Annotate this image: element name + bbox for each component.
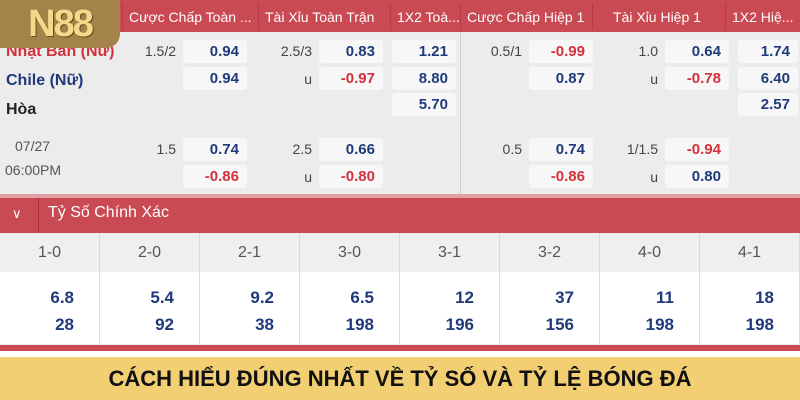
hdp-h1-alt-home-odds[interactable]: 0.74 [529,138,593,161]
hdp-ft-away-odds[interactable]: 0.94 [183,67,247,90]
score-odds-away[interactable]: 198 [745,315,774,334]
score-odds-away[interactable]: 198 [645,315,674,334]
score-odds-cell: 11 198 [600,272,700,344]
1x2-h1-draw-odds[interactable]: 2.57 [738,93,798,116]
hdp-ft-alt-away-odds[interactable]: -0.86 [183,165,247,188]
away-team: Chile (Nữ) [6,72,84,89]
hdp-h1-away-odds[interactable]: 0.87 [529,67,593,90]
score-odds-away[interactable]: 156 [545,315,574,334]
ou-ft-alt-under-odds[interactable]: -0.80 [319,165,383,188]
ou-h1-alt-line: 1/1.5 [626,141,658,157]
correct-score-section-header[interactable]: ∨ Tỷ Số Chính Xác [0,198,800,233]
header-1x2-h1[interactable]: 1X2 Hiệ... [725,4,800,30]
1x2-ft-draw-odds[interactable]: 5.70 [392,93,456,116]
score-odds-home[interactable]: 6.8 [50,288,74,307]
score-label: 3-2 [500,233,600,272]
hdp-h1-line: 0.5/1 [490,43,522,59]
score-label: 2-1 [200,233,300,272]
score-odds-away[interactable]: 38 [255,315,274,334]
score-odds-away[interactable]: 198 [345,315,374,334]
hdp-h1-alt-away-odds[interactable]: -0.86 [529,165,593,188]
ou-ft-alt-over-odds[interactable]: 0.66 [319,138,383,161]
score-label: 1-0 [0,233,100,272]
score-label: 3-0 [300,233,400,272]
correct-score-title: Tỷ Số Chính Xác [48,204,169,221]
score-label: 4-0 [600,233,700,272]
score-odds-cell: 9.2 38 [200,272,300,344]
score-odds-home[interactable]: 5.4 [150,288,174,307]
score-odds-cell: 37 156 [500,272,600,344]
ou-h1-alt-under-odds[interactable]: 0.80 [665,165,729,188]
title-banner: CÁCH HIỂU ĐÚNG NHẤT VỀ TỶ SỐ VÀ TỶ LỆ BÓ… [0,357,800,400]
ou-ft-alt-under-label: u [304,169,312,185]
match-time: 06:00PM [5,162,62,178]
ou-h1-alt-under-label: u [650,169,658,185]
divider [0,351,800,357]
1x2-ft-home-odds[interactable]: 1.21 [392,40,456,63]
hdp-ft-home-odds[interactable]: 0.94 [183,40,247,63]
1x2-ft-away-odds[interactable]: 8.80 [392,67,456,90]
score-odds-home[interactable]: 12 [455,288,474,307]
ou-h1-over-odds[interactable]: 0.64 [665,40,729,63]
1x2-h1-home-odds[interactable]: 1.74 [738,40,798,63]
hdp-h1-alt-line: 0.5 [502,141,522,157]
ou-ft-under-odds[interactable]: -0.97 [319,67,383,90]
score-odds-cell: 18 198 [700,272,800,344]
score-odds-home[interactable]: 9.2 [250,288,274,307]
draw-label: Hòa [6,101,37,118]
ou-ft-over-odds[interactable]: 0.83 [319,40,383,63]
divider [38,198,39,233]
hdp-ft-line: 1.5/2 [144,43,176,59]
ou-h1-under-label: u [650,71,658,87]
score-odds-cell: 12 196 [400,272,500,344]
score-label: 2-0 [100,233,200,272]
hdp-h1-home-odds[interactable]: -0.99 [529,40,593,63]
ou-ft-alt-line: 2.5 [292,141,312,157]
ou-h1-line: 1.0 [638,43,658,59]
score-odds-away[interactable]: 28 [55,315,74,334]
score-label: 3-1 [400,233,500,272]
n88-logo: N88 [0,0,120,48]
divider [0,194,800,198]
score-odds-cell: 5.4 92 [100,272,200,344]
score-odds-away[interactable]: 92 [155,315,174,334]
odds-header: Cược Chấp Toàn ... Tài Xỉu Toàn Trận 1X2… [0,0,800,32]
ou-h1-alt-over-odds[interactable]: -0.94 [665,138,729,161]
divider [0,345,800,351]
chevron-down-icon[interactable]: ∨ [12,206,22,221]
score-odds-away[interactable]: 196 [445,315,474,334]
score-odds-home[interactable]: 37 [555,288,574,307]
header-hdp-ft[interactable]: Cược Chấp Toàn ... [122,4,258,30]
score-odds-home[interactable]: 6.5 [350,288,374,307]
ou-ft-line: 2.5/3 [280,43,312,59]
score-odds-cell: 6.5 198 [300,272,400,344]
header-ou-ft[interactable]: Tài Xỉu Toàn Trận [258,4,390,30]
score-odds-home[interactable]: 18 [755,288,774,307]
score-odds-home[interactable]: 11 [656,288,674,307]
hdp-ft-alt-line: 1.5 [156,141,176,157]
match-date: 07/27 [15,138,51,154]
header-1x2-ft[interactable]: 1X2 Toà... [390,4,460,30]
header-hdp-h1[interactable]: Cược Chấp Hiệp 1 [460,4,592,30]
header-ou-h1[interactable]: Tài Xỉu Hiệp 1 [592,4,725,30]
hdp-ft-alt-home-odds[interactable]: 0.74 [183,138,247,161]
divider [460,32,461,194]
ou-h1-under-odds[interactable]: -0.78 [665,67,729,90]
ou-ft-under-label: u [304,71,312,87]
score-odds-cell: 6.8 28 [0,272,100,344]
score-label: 4-1 [700,233,800,272]
1x2-h1-away-odds[interactable]: 6.40 [738,67,798,90]
